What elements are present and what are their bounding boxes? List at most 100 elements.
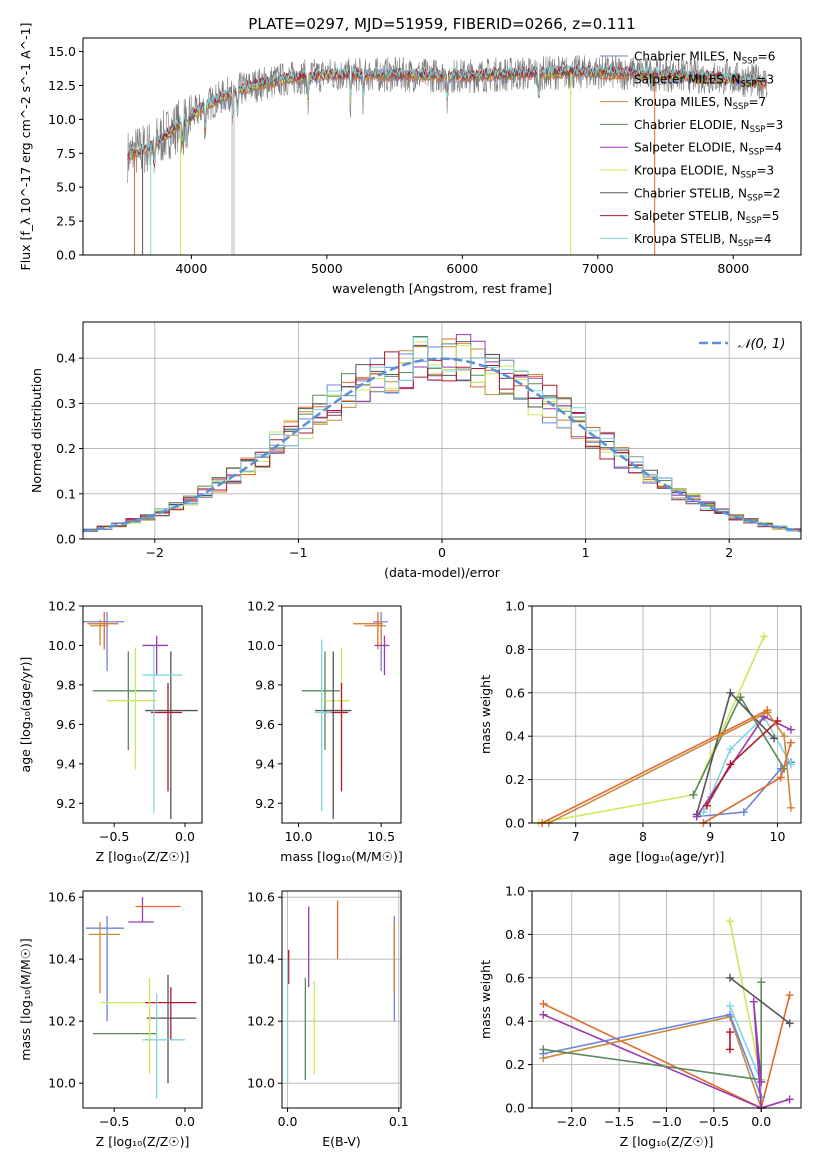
mass-weight-marker (699, 808, 708, 817)
x-tick-label: 7000 (582, 261, 614, 276)
y-tick-label: 9.2 (56, 796, 76, 811)
mass-weight-marker (763, 706, 772, 715)
weight-vs-metallicity-panel: −2.0 −1.5 −1.0 −0.5 0.0 0.0 0.2 0.4 0.6 0.8 1.0 Z [… (478, 884, 802, 1149)
mass-weight-marker (725, 1028, 734, 1037)
y-tick-label: 0.1 (56, 486, 76, 501)
x-tick-label: 10.5 (367, 829, 395, 844)
x-tick-label: 8 (639, 829, 647, 844)
legend-label: 𝒩(0, 1) (738, 337, 785, 352)
x-tick-label: −1 (289, 545, 307, 560)
mass-weight-marker (725, 1002, 734, 1011)
y-tick-label: 10.0 (247, 1076, 275, 1091)
y-tick-label: 2.5 (56, 214, 76, 229)
legend-label: Kroupa STELIB, NSSP=4 (634, 232, 772, 249)
y-tick-label: 0.2 (56, 441, 76, 456)
legend-label: Chabrier STELIB, NSSP=2 (634, 186, 781, 203)
y-tick-label: 9.8 (56, 677, 76, 692)
mass-weight-marker (539, 1010, 548, 1019)
mass-weight-marker (785, 1019, 794, 1028)
mass-weight-line (548, 711, 792, 823)
y-tick-label: 9.4 (56, 756, 76, 771)
y-tick-label: 5.0 (56, 180, 76, 195)
y-tick-label: 0.0 (56, 532, 76, 547)
x-tick-label: 9 (706, 829, 714, 844)
x-axis-label: age [log₁₀(age/yr)] (609, 849, 725, 864)
axes-frame (281, 605, 402, 824)
y-tick-label: 10.2 (247, 599, 275, 614)
spectrum-panel: 4000 5000 6000 7000 8000 0.0 2.5 5.0 7.5 10.0 12.5… (18, 23, 802, 296)
x-axis-label: Z [log₁₀(Z/Z☉)] (96, 849, 190, 864)
mass-weight-marker (725, 917, 734, 926)
x-tick-label: −0.5 (699, 1114, 729, 1129)
x-tick-label: 6000 (446, 261, 478, 276)
y-axis-label: Flux [f_λ 10^-17 erg cm^-2 s^-1 A^-1] (18, 23, 33, 271)
mass-weight-marker (692, 812, 701, 821)
mass-weight-marker (786, 725, 795, 734)
mass-weight-marker (689, 790, 698, 799)
mass-weight-marker (725, 1045, 734, 1054)
y-tick-label: 10.2 (247, 1014, 275, 1029)
y-tick-label: 9.2 (255, 796, 275, 811)
mass-weight-marker (726, 688, 735, 697)
x-tick-label: 10.0 (285, 829, 313, 844)
y-tick-label: 10.0 (48, 638, 76, 653)
x-axis-label: E(B-V) (322, 1134, 361, 1149)
y-tick-label: 0.8 (505, 642, 525, 657)
mass-weight-line (541, 709, 768, 823)
y-axis-label: age [log₁₀(age/yr)] (18, 657, 33, 773)
x-tick-label: −1.5 (604, 1114, 634, 1129)
figure-title: PLATE=0297, MJD=51959, FIBERID=0266, z=0… (248, 15, 635, 33)
y-tick-label: 12.5 (48, 78, 76, 93)
mass-weight-line (696, 715, 792, 817)
mass-vs-ebv-panel: 0.0 0.1 10.0 10.2 10.4 10.6 E(B-V) (247, 890, 409, 1149)
x-tick-label: 0.0 (175, 1114, 195, 1129)
y-tick-label: 10.6 (247, 890, 275, 905)
x-axis-label: wavelength [Angstrom, rest frame] (332, 281, 552, 296)
legend-label: Chabrier ELODIE, NSSP=3 (634, 118, 783, 135)
mass-weight-marker (736, 693, 745, 702)
y-tick-label: 0.6 (505, 970, 525, 985)
y-tick-label: 10.2 (48, 1014, 76, 1029)
legend-label: Salpeter MILES, NSSP=3 (634, 72, 774, 89)
y-axis-label: mass weight (478, 675, 493, 754)
mass-weight-marker (786, 738, 795, 747)
mass-weight-marker (785, 1095, 794, 1104)
y-tick-label: 10.4 (48, 952, 76, 967)
axes-frame (82, 890, 203, 1109)
mass-weight-line (538, 636, 765, 823)
mass-weight-line (706, 720, 779, 807)
mass-weight-line (695, 691, 775, 815)
x-tick-label: 0.0 (175, 829, 195, 844)
x-tick-label: −2 (146, 545, 164, 560)
x-tick-label: 0 (438, 545, 446, 560)
y-tick-label: 10.0 (48, 112, 76, 127)
y-tick-label: 9.4 (255, 756, 275, 771)
mass-weight-marker (726, 760, 735, 769)
mass-weight-marker (786, 760, 795, 769)
mass-weight-marker (776, 773, 785, 782)
mass-weight-marker (725, 1010, 734, 1019)
y-tick-label: 0.4 (56, 351, 76, 366)
mass-weight-marker (539, 1045, 548, 1054)
mass-weight-marker (739, 808, 748, 817)
x-tick-label: 0.0 (278, 1114, 298, 1129)
x-axis-label: Z [log₁₀(Z/Z☉)] (96, 1134, 190, 1149)
x-axis-label: (data-model)/error (384, 565, 501, 580)
mass-weight-marker (726, 745, 735, 754)
mass-weight-marker (539, 999, 548, 1008)
mass-weight-marker (702, 801, 711, 810)
x-tick-label: 2 (725, 545, 733, 560)
mass-weight-marker (749, 997, 758, 1006)
x-axis-label: mass [log₁₀(M/M☉)] (280, 849, 402, 864)
weight-vs-age-panel: 7 8 9 10 0.0 0.2 0.4 0.6 0.8 1.0 age [log₁₀(age/yr… (478, 599, 802, 864)
legend-label: Kroupa ELODIE, NSSP=3 (634, 164, 774, 181)
x-tick-label: 5000 (311, 261, 343, 276)
mass-weight-marker (725, 973, 734, 982)
y-tick-label: 9.8 (255, 677, 275, 692)
gaussian-curve (83, 357, 801, 533)
x-tick-label: 10 (770, 829, 786, 844)
x-tick-label: 4000 (175, 261, 207, 276)
x-tick-label: 0.0 (751, 1114, 771, 1129)
y-tick-label: 9.6 (255, 717, 275, 732)
